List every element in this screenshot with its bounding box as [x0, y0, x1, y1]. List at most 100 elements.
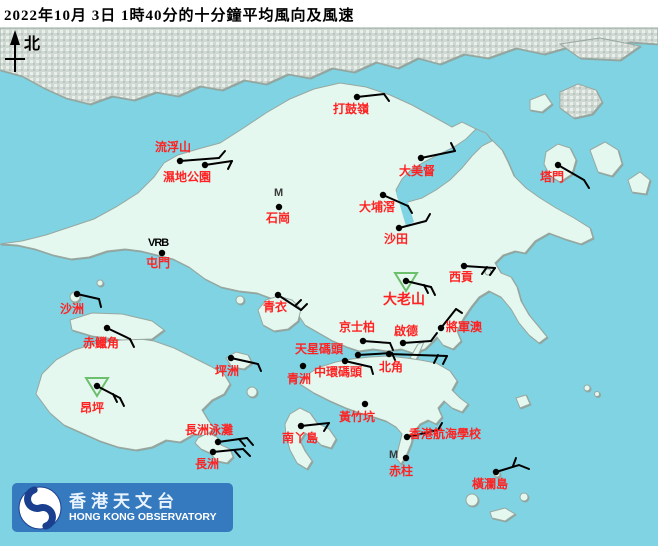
- wind-barb-central-pier: [344, 360, 372, 368]
- new-territories: [0, 82, 594, 354]
- wind-barb-feather-ta-kwu-ling: [383, 93, 390, 102]
- wind-barb-feather-hk-sea-school: [437, 422, 443, 431]
- wind-barb-cheung-chau: [212, 448, 244, 453]
- station-dot-north-point: [385, 350, 393, 358]
- station-dot-peng-chau: [227, 354, 235, 362]
- station-dot-stanley: [402, 454, 410, 462]
- station-dot-lamma-island: [297, 422, 305, 430]
- po-toi-island-2: [489, 507, 516, 522]
- station-dot-tai-mei-tuk: [417, 154, 425, 162]
- ninepin-island-1: [583, 384, 591, 392]
- wind-barb-tsing-yi: [277, 294, 302, 311]
- kat-o-island: [559, 83, 603, 119]
- wind-barb-feather-tates-cairn: [430, 286, 436, 296]
- wind-barb-feather-ngong-ping: [119, 397, 125, 407]
- wind-barb-feather-tai-mei-tuk: [450, 142, 456, 152]
- wind-barb-feather-tates-cairn: [423, 284, 429, 294]
- station-dot-tuen-mun: [158, 249, 166, 257]
- wind-barb-feather-waglan-island: [512, 457, 517, 467]
- wind-barb-cheung-chau-beach: [217, 437, 248, 443]
- wind-barb-feather-kings-park: [389, 342, 394, 351]
- station-dot-ta-kwu-ling: [353, 93, 361, 101]
- hko-logo-english: HONG KONG OBSERVATORY: [69, 511, 217, 523]
- lamma-island-shape: [284, 407, 337, 470]
- wind-barb-feather-tai-po-kau: [407, 205, 413, 214]
- wind-barb-tap-mun: [557, 164, 590, 189]
- airport-island: [69, 312, 165, 341]
- wind-barb-feather-cheung-chau: [233, 449, 241, 458]
- wind-barb-feather-chek-lap-kok: [129, 338, 135, 348]
- hko-logo-chinese: 香港天文台: [69, 492, 179, 511]
- wind-barb-feather-north-point: [442, 355, 448, 365]
- station-dot-chek-lap-kok: [103, 324, 111, 332]
- shenzhen-east-area: [558, 37, 642, 61]
- po-toi-island-1: [465, 493, 479, 507]
- ninepin-island-2: [594, 391, 600, 397]
- wind-barb-tseung-kwan-o: [440, 308, 457, 329]
- station-overlay: [73, 93, 590, 476]
- station-dot-waglan-island: [492, 468, 500, 476]
- wind-barb-feather-cheung-chau-beach: [246, 437, 254, 446]
- hei-ling-chau-island: [246, 386, 258, 398]
- station-dot-wong-chuk-hang: [361, 400, 369, 408]
- station-dot-sai-kung: [460, 262, 468, 270]
- station-dot-hk-sea-school: [403, 433, 411, 441]
- wind-barb-lamma-island: [300, 422, 330, 427]
- station-dot-ngong-ping: [93, 382, 101, 390]
- station-dot-tai-po-kau: [379, 191, 387, 199]
- station-dot-cheung-chau-beach: [214, 438, 222, 446]
- wind-barb-feather-cheung-chau: [242, 448, 251, 457]
- wind-barb-feather-wetland-park: [227, 160, 233, 170]
- station-dot-central-pier: [341, 357, 349, 365]
- station-dot-lau-fau-shan: [176, 157, 184, 165]
- hko-logo-text: 香港天文台 HONG KONG OBSERVATORY: [69, 492, 217, 523]
- wind-barb-lau-fau-shan: [179, 157, 220, 162]
- tsing-yi-island: [257, 295, 302, 332]
- lung-kwu-chau-island: [96, 279, 104, 287]
- wind-barb-feather-kai-tak: [430, 332, 438, 342]
- crooked-island: [529, 93, 553, 113]
- wind-barb-waglan-island: [495, 463, 530, 473]
- wind-barb-feather-ngong-ping: [112, 393, 118, 403]
- page-title: 2022年10月 3日 1時40分的十分鐘平均風向及風速: [4, 8, 355, 24]
- wind-barb-feather-north-point: [433, 354, 439, 364]
- station-dot-tap-mun: [554, 161, 562, 169]
- wind-barb-feather-sha-tin: [425, 213, 431, 222]
- wind-barb-sai-kung: [463, 265, 496, 269]
- cheung-chau-island: [194, 432, 234, 464]
- wind-barb-feather-sai-kung: [489, 267, 496, 276]
- station-dot-green-island: [299, 362, 307, 370]
- north-label: 北: [24, 36, 41, 53]
- summit-triangle-ngong-ping: [84, 377, 110, 398]
- wind-barb-tates-cairn: [405, 280, 432, 288]
- shing-mun-river-water: [396, 190, 414, 226]
- north-arrow: [5, 30, 25, 72]
- station-dot-kai-tak: [399, 339, 407, 347]
- wind-barb-feather-cheung-chau-beach: [238, 438, 246, 447]
- lantau-island: [35, 337, 231, 451]
- wind-barb-chek-lap-kok: [106, 327, 131, 340]
- wind-barb-kings-park: [362, 340, 391, 344]
- wind-barb-ngong-ping: [96, 385, 121, 399]
- station-dot-cheung-chau: [209, 448, 217, 456]
- wind-barb-ta-kwu-ling: [356, 93, 385, 98]
- wind-barb-feather-central-pier: [370, 366, 374, 375]
- wind-barb-feather-tsing-yi: [294, 299, 302, 307]
- station-dot-star-ferry-pier: [354, 351, 362, 359]
- station-dot-tsing-yi: [274, 291, 282, 299]
- wind-barb-feather-lau-fau-shan: [218, 150, 226, 159]
- tung-lung-island: [515, 394, 531, 409]
- wind-barb-kai-tak: [402, 340, 432, 344]
- wind-barb-hk-sea-school: [406, 429, 439, 438]
- station-dot-sha-chau: [73, 290, 81, 298]
- hko-logo-icon: [18, 485, 62, 530]
- station-dot-wetland-park: [201, 161, 209, 169]
- wind-barb-peng-chau: [230, 357, 262, 372]
- station-dot-tates-cairn: [402, 277, 410, 285]
- station-dot-tseung-kwan-o: [437, 324, 445, 332]
- wind-barb-sha-chau: [76, 293, 102, 308]
- wind-barb-tai-mei-tuk: [420, 150, 456, 159]
- wind-barb-feather-tsing-yi: [300, 303, 308, 311]
